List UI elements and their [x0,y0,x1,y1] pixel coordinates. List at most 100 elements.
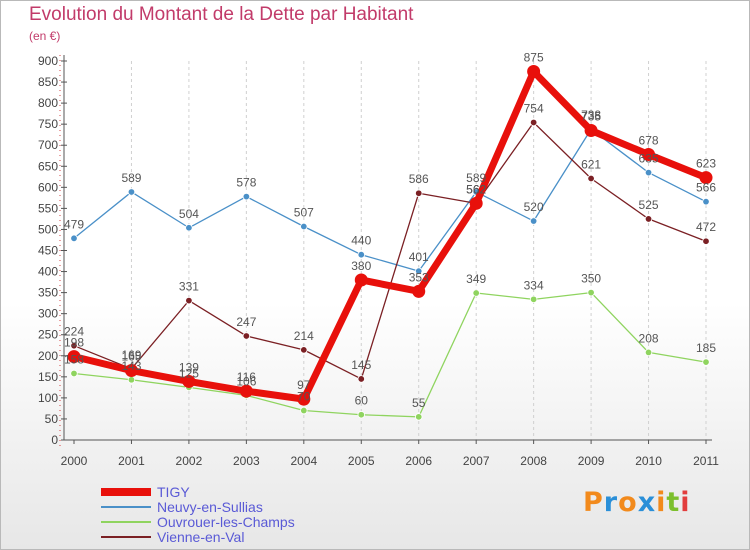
x-tick-label: 2006 [405,454,432,468]
data-label: 525 [639,198,659,212]
data-label: 589 [466,171,486,185]
y-tick-label: 800 [38,96,58,110]
legend-label: Neuvy-en-Sullias [157,499,263,515]
x-tick-label: 2009 [578,454,605,468]
y-tick-label: 250 [38,328,58,342]
data-label: 198 [64,336,84,350]
data-point [415,189,423,197]
series-line-1 [73,128,707,272]
data-point [529,217,538,225]
data-label: 350 [581,272,601,286]
y-tick-label: 150 [38,370,58,384]
data-label: 139 [179,360,199,374]
data-point [702,197,710,206]
data-point [642,147,656,161]
data-label: 97 [297,378,311,392]
data-label: 578 [236,176,256,190]
axes: 0 50 100 150 200 250 300 350 400 450 500 550 600 650 7… [38,54,719,468]
data-label: 507 [294,205,314,219]
data-point [415,413,423,421]
series-line-3 [73,121,707,380]
data-point [702,237,710,245]
logo-letter: P [583,487,604,518]
y-tick-label: 550 [38,201,58,215]
data-point [584,123,598,137]
data-point [300,346,308,354]
x-tick-label: 2010 [635,454,662,468]
logo-letter: o [618,487,638,518]
y-tick-label: 750 [38,117,58,131]
legend-swatch [101,536,151,538]
y-tick-label: 200 [38,349,58,363]
data-point [357,375,365,383]
data-label: 562 [466,182,486,196]
data-label: 380 [351,259,371,273]
data-label: 875 [524,51,544,65]
data-point [127,376,136,384]
y-tick-label: 850 [38,75,58,89]
y-tick-label: 0 [51,433,58,447]
x-tick-label: 2008 [520,454,547,468]
data-label: 143 [121,359,141,373]
data-point [644,215,653,223]
data-label: 472 [696,220,716,234]
data-label: 738 [581,108,601,122]
data-label: 566 [696,181,716,195]
x-tick-label: 2003 [233,454,260,468]
data-label: 735 [581,109,601,123]
data-point [699,171,713,185]
logo-letter: x [637,487,657,518]
logo-letter: t [666,487,681,518]
data-point [644,348,653,357]
data-label: 586 [409,172,429,186]
series-group [67,65,713,421]
data-point [185,296,193,305]
data-point [297,392,311,406]
data-label: 504 [179,207,199,221]
chart-title: Evolution du Montant de la Dette par Hab… [29,4,414,25]
data-point [185,224,193,232]
legend-swatch [101,506,151,508]
data-point [529,295,538,304]
data-label: 145 [351,358,371,372]
y-tick-label: 450 [38,244,58,258]
data-point [469,196,483,210]
data-point [354,273,368,287]
legend-label: Vienne-en-Val [157,529,245,545]
series-line-0 [70,68,710,403]
data-label: 247 [236,315,256,329]
data-point [242,192,251,201]
x-tick-label: 2001 [118,454,145,468]
data-label: 678 [639,133,659,147]
data-label: 60 [355,394,369,408]
data-label: 754 [524,101,544,115]
data-point [127,188,136,196]
logo-letter: i [656,487,667,518]
logo-letter: i [680,487,691,518]
data-point [70,234,78,242]
y-tick-label: 50 [45,412,59,426]
y-tick-label: 600 [38,180,58,194]
data-point [587,288,595,297]
legend-label: TIGY [157,484,190,500]
y-tick-label: 400 [38,265,58,279]
data-label: 621 [581,157,601,171]
data-point [587,174,595,183]
data-point [357,411,365,419]
logo-letter: r [603,487,619,518]
data-point [70,369,78,378]
data-point [644,168,653,177]
x-tick-label: 2000 [61,454,88,468]
data-point [300,222,308,231]
x-tick-label: 2011 [693,454,719,468]
data-point [472,289,480,297]
data-label: 208 [639,331,659,345]
data-label: 55 [412,396,426,410]
data-point [300,406,308,415]
data-label: 70 [297,390,311,404]
y-tick-label: 100 [38,391,58,405]
data-label: 589 [121,171,141,185]
y-tick-label: 900 [38,54,58,68]
data-point [242,332,251,340]
